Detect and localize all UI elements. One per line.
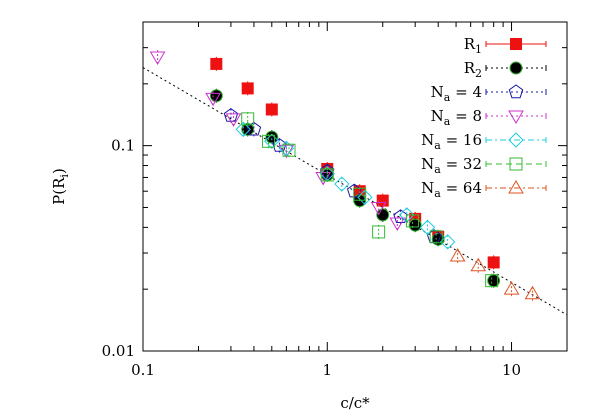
data-point [487, 256, 500, 269]
y-axis-title-sub: i [58, 174, 71, 178]
legend-entry-1: R1 [464, 35, 547, 56]
series-7 [449, 248, 541, 301]
legend-marker [508, 84, 524, 99]
series-6 [241, 111, 499, 288]
legend-label: Na = 32 [421, 155, 482, 176]
data-point [241, 112, 255, 126]
legend-marker [509, 157, 523, 171]
legend-entry-4: Na = 8 [431, 107, 547, 128]
legend-label: R1 [464, 35, 482, 56]
x-tick-label: 1 [322, 361, 332, 379]
legend-entry-7: Na = 64 [421, 179, 547, 200]
data-point [357, 189, 373, 206]
legend-label: R2 [464, 59, 482, 80]
data-point [470, 257, 487, 272]
data-point [210, 57, 223, 70]
data-point [265, 103, 278, 116]
data-point [320, 168, 334, 182]
data-point [405, 214, 419, 228]
legend-marker [510, 38, 522, 50]
data-point [225, 113, 242, 127]
data-point [246, 121, 262, 136]
y-axis-title: P(Ri) [50, 168, 71, 205]
legend-marker [508, 180, 524, 194]
legend-entry-5: Na = 16 [421, 131, 547, 152]
legend-entry-3: Na = 4 [431, 83, 547, 104]
legend-marker [508, 110, 524, 124]
data-point [393, 209, 408, 223]
data-point [278, 140, 295, 157]
data-points-layer [149, 50, 541, 301]
svg-text:P(Ri): P(Ri) [50, 168, 71, 205]
legend-entry-2: R2 [464, 59, 547, 80]
series-5 [235, 121, 456, 250]
legend-label: Na = 16 [421, 131, 482, 152]
legend: R1 R2 Na = 4 Na = 8 Na = 16 Na = 32 Na = 64 [421, 35, 547, 200]
legend-label: Na = 4 [431, 83, 482, 104]
y-axis-title-main: P(R [50, 177, 68, 205]
data-point [282, 143, 296, 157]
x-axis-title: c/c* [340, 394, 370, 412]
data-point [370, 201, 387, 216]
plot-frame [142, 21, 568, 352]
data-point [389, 217, 406, 232]
legend-label: Na = 8 [431, 107, 482, 128]
data-point [334, 176, 350, 192]
legend-marker [508, 132, 524, 148]
data-point [372, 225, 386, 239]
data-point [264, 133, 280, 149]
legend-entry-6: Na = 32 [421, 155, 547, 176]
data-point [376, 194, 389, 207]
ticks-layer: 0.1 1 100.010.1 [102, 21, 568, 379]
data-point [449, 248, 466, 262]
y-tick-label: 0.01 [102, 342, 135, 360]
data-point [485, 274, 499, 288]
data-point [262, 134, 276, 148]
data-point [235, 121, 251, 138]
data-point [408, 218, 422, 232]
data-point [241, 82, 254, 95]
data-point [205, 92, 221, 107]
legend-label: Na = 64 [421, 179, 482, 200]
data-point [524, 285, 541, 300]
data-point [419, 219, 436, 236]
data-point [149, 51, 166, 66]
legend-marker [509, 61, 523, 75]
data-point [439, 234, 456, 250]
x-tick-label: 10 [502, 361, 521, 379]
y-axis-title-end: ) [50, 168, 68, 174]
data-point [315, 171, 332, 186]
x-tick-label: 0.1 [131, 361, 155, 379]
data-point [503, 281, 520, 295]
y-tick-label: 0.1 [111, 137, 135, 155]
data-point [429, 230, 443, 244]
data-point [353, 187, 367, 201]
